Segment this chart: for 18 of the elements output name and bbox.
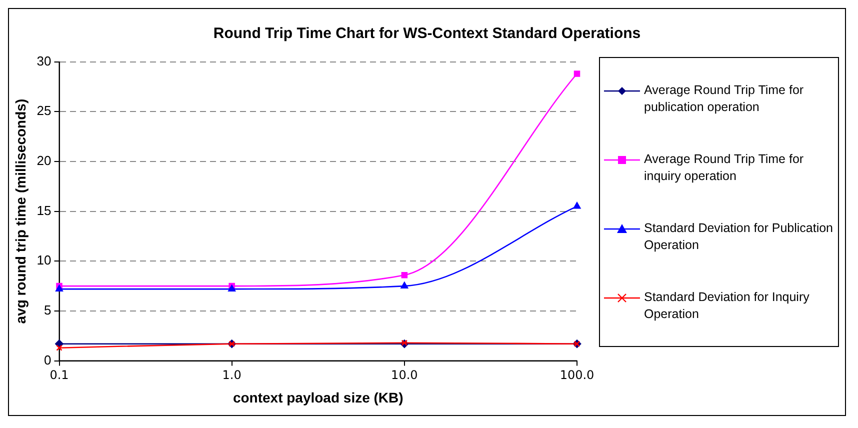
legend-label: Standard Deviation for Publication Operation	[644, 220, 834, 254]
x-tick-label: 1.0	[222, 368, 242, 382]
y-tick-label: 20	[36, 153, 52, 168]
chart-title: Round Trip Time Chart for WS-Context Standard Operations	[212, 25, 642, 44]
x-tick-label: 10.0	[391, 368, 418, 382]
legend-label: Average Round Trip Time for publication operation	[644, 82, 805, 116]
y-tick-label: 0	[44, 352, 52, 368]
legend-label: Standard Deviation for Inquiry Operation	[644, 288, 810, 322]
y-tick-label: 25	[36, 103, 52, 118]
x-tick-label: 100.0	[560, 368, 594, 382]
y-tick-label: 30	[36, 53, 52, 68]
y-axis-title: avg round trip time (milliseconds)	[12, 98, 28, 324]
legend-label: Average Round Trip Time for inquiry operation	[644, 150, 805, 184]
x-axis-title: context payload size (KB)	[232, 389, 404, 406]
y-tick-label: 5	[44, 302, 52, 318]
x-tick-label: 0.1	[50, 368, 69, 382]
y-tick-label: 15	[36, 202, 52, 218]
y-tick-label: 10	[36, 252, 52, 268]
